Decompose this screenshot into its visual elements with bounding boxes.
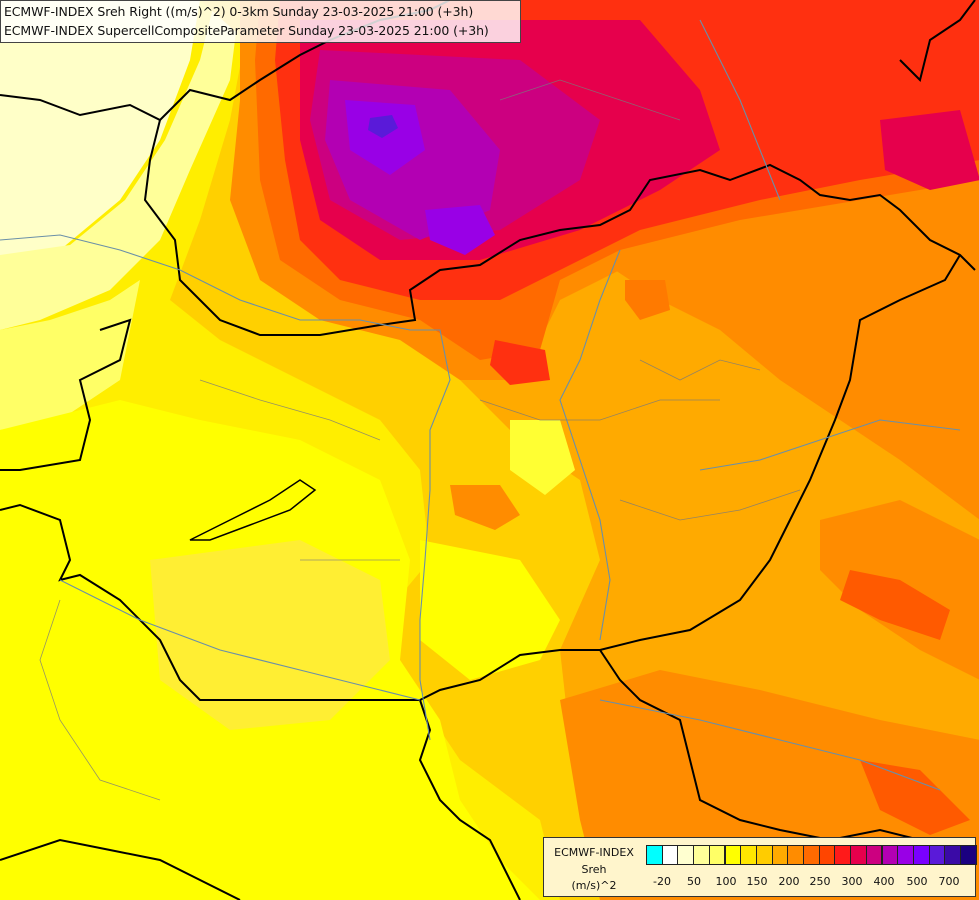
legend-swatch [912,845,930,865]
legend-title-param: Sreh [581,863,607,876]
river-danube [0,234,451,741]
region-line-3 [619,489,801,521]
river-tisza [559,249,621,641]
border-line-ne [899,0,976,82]
region-line-1 [199,379,381,441]
field-lightyellow-sw [0,280,140,430]
legend-tick-label: 700 [938,875,960,888]
field-light-yellow-west [0,0,240,330]
border-line-sw [0,503,521,900]
lake-balaton [189,479,317,541]
river-south [599,699,941,791]
legend-swatch [724,845,742,865]
field-red-se [840,570,950,640]
legend-swatch [693,845,710,865]
field-darkorange-east [600,200,979,520]
field-crimson-ne [880,110,979,190]
border-line-sw2 [0,838,241,900]
legend-swatch [771,845,789,865]
legend-swatch [834,845,852,865]
legend-swatch [865,845,883,865]
field-red-pocket [490,340,550,385]
header-title-line2: ECMWF-INDEX SupercellCompositeParameter … [4,23,489,38]
field-yellow-center-blob [510,420,575,495]
legend-title-model: ECMWF-INDEX [554,846,634,859]
legend-title-unit: (m/s)^2 [571,879,617,892]
field-pale-west [0,0,200,260]
legend-swatch [803,845,820,865]
legend-swatch [787,845,804,865]
field-red-se2 [860,760,970,835]
river-north [699,19,781,201]
field-yellow-center2 [420,540,560,680]
border-line-e [419,254,961,701]
legend-swatch [960,845,977,865]
region-line-5 [499,79,681,121]
legend-tick-label: 400 [873,875,895,888]
legend-swatch [818,845,836,865]
border-line-west [143,119,976,336]
river-east [699,419,961,471]
legend-swatch [897,845,914,865]
legend-swatch [755,845,773,865]
legend-swatch [850,845,867,865]
legend-tick-label: 300 [841,875,863,888]
region-line-2 [479,399,720,421]
region-line-7 [639,359,761,381]
field-orange-spot [625,280,670,320]
header-title-line1: ECMWF-INDEX Sreh Right ((m/s)^2) 0-3km S… [4,4,474,19]
map-header: ECMWF-INDEX Sreh Right ((m/s)^2) 0-3km S… [0,0,521,43]
legend-tick-label: 250 [809,875,831,888]
legend-tick-label: 500 [906,875,928,888]
legend-tick-label: 200 [778,875,800,888]
legend-swatch [661,845,679,865]
color-legend: ECMWF-INDEX Sreh (m/s)^2 -20 50 100 150 200 2… [543,837,977,897]
border-line-se [599,649,961,861]
legend-swatch [646,845,663,865]
rivers [0,19,961,791]
legend-tick-label: 50 [687,875,701,888]
legend-swatch [677,845,695,865]
border-line-w2 [0,318,132,471]
legend-swatch [708,845,726,865]
field-violet-core1 [345,100,425,175]
legend-tick-label: 150 [746,875,768,888]
field-violet-core2 [425,205,495,255]
river-drava [59,579,421,701]
field-orange-center-blob [450,485,520,530]
legend-swatch [928,845,946,865]
legend-tick-label: 100 [715,875,737,888]
region-lines [39,79,801,801]
legend-tick-label: -20 [653,875,671,888]
region-line-6 [39,599,161,801]
field-yellow-sw2 [150,540,390,730]
legend-swatch [881,845,899,865]
legend-swatch [740,845,757,865]
field-indigo-core [368,115,398,138]
legend-swatch [944,845,961,865]
